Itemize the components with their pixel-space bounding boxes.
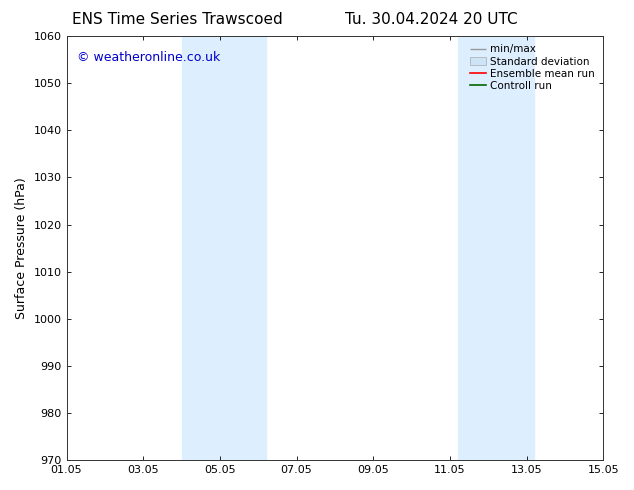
Legend: min/max, Standard deviation, Ensemble mean run, Controll run: min/max, Standard deviation, Ensemble me… — [467, 41, 598, 94]
Bar — [181, 36, 266, 460]
Y-axis label: Surface Pressure (hPa): Surface Pressure (hPa) — [15, 177, 28, 319]
Text: © weatheronline.co.uk: © weatheronline.co.uk — [77, 51, 221, 64]
Text: ENS Time Series Trawscoed: ENS Time Series Trawscoed — [72, 12, 283, 27]
Text: Tu. 30.04.2024 20 UTC: Tu. 30.04.2024 20 UTC — [345, 12, 517, 27]
Bar — [458, 36, 534, 460]
